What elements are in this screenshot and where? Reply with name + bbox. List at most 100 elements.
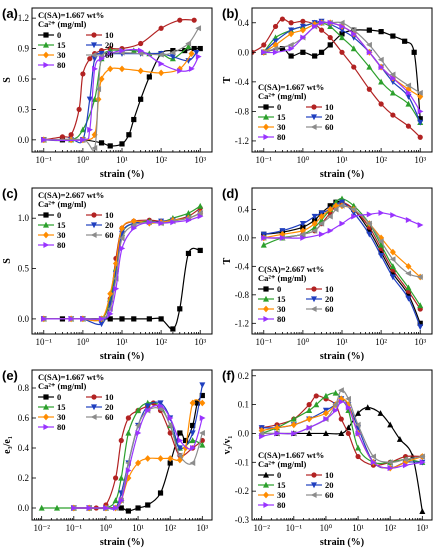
data-point-0 <box>355 410 362 416</box>
data-point-0 <box>146 316 152 322</box>
data-point-60 <box>389 71 396 78</box>
legend-label-60: 60 <box>105 412 114 422</box>
y-tick-label: 0.8 <box>18 383 30 393</box>
data-point-15 <box>118 474 125 481</box>
data-point-10 <box>355 453 361 460</box>
chart-annotation: Ca²⁺ (mg/ml) <box>38 199 87 209</box>
chart-panel-d: (d) 10⁻¹ 10⁰ 10¹ 10² 10³ 0.4 0.0 -0.4 -0.8 -1.2 str… <box>222 186 433 362</box>
y-tick-label: -0.4 <box>235 261 250 271</box>
data-point-0 <box>170 326 176 332</box>
legend-label-60: 60 <box>105 50 114 60</box>
data-point-60 <box>272 45 279 52</box>
data-point-0 <box>318 49 325 55</box>
data-point-80 <box>68 315 75 322</box>
data-point-0 <box>126 132 132 138</box>
data-point-15 <box>185 43 192 50</box>
data-point-80 <box>86 505 93 511</box>
legend-label-10: 10 <box>105 30 114 40</box>
y-tick-label: 1.2 <box>18 13 29 23</box>
y-tick-label: 0.0 <box>18 314 30 324</box>
data-point-80 <box>103 505 110 511</box>
data-point-15 <box>290 415 297 422</box>
data-point-0 <box>338 430 345 437</box>
data-point-20 <box>98 51 105 57</box>
data-point-60 <box>258 430 265 437</box>
panel-label: (f) <box>222 368 235 383</box>
data-point-30 <box>137 67 144 75</box>
chart-panel-b: (b) 10⁻¹ 10⁰ 10¹ 10² 10³ 0.4 0.0 -0.4 -0.8 -1.2 str… <box>222 6 433 180</box>
data-point-80 <box>417 222 424 229</box>
y-axis-label: v₃/v₁ <box>222 436 233 455</box>
data-point-30 <box>288 30 295 38</box>
data-point-10 <box>59 134 66 140</box>
data-point-80 <box>366 211 373 218</box>
data-point-0 <box>131 316 137 322</box>
legend-label-10: 10 <box>325 470 334 480</box>
data-point-80 <box>300 234 307 241</box>
data-point-20 <box>176 445 183 452</box>
data-point-30 <box>389 248 396 256</box>
data-point-30 <box>417 93 424 101</box>
data-point-80 <box>402 462 409 469</box>
series-line-15 <box>263 197 421 306</box>
data-point-60 <box>417 89 423 96</box>
data-point-15 <box>366 63 373 70</box>
data-point-30 <box>306 415 313 423</box>
data-point-10 <box>158 25 164 31</box>
x-tick-label: 10⁻¹ <box>256 337 273 347</box>
data-point-60 <box>417 274 423 281</box>
data-point-0 <box>167 460 173 466</box>
series-line-15 <box>43 205 201 321</box>
data-point-80 <box>405 217 412 224</box>
data-point-60 <box>370 453 376 460</box>
data-point-60 <box>176 452 183 459</box>
legend-label-20: 20 <box>325 294 334 304</box>
data-point-80 <box>107 310 114 317</box>
data-point-80 <box>390 212 397 219</box>
data-point-20 <box>169 54 176 60</box>
data-point-0 <box>306 430 313 437</box>
data-point-80 <box>119 47 126 54</box>
y-tick-label: -0.1 <box>235 457 249 467</box>
data-point-0 <box>387 421 394 428</box>
data-point-15 <box>350 45 357 52</box>
data-point-10 <box>118 437 124 444</box>
data-point-60 <box>189 460 196 466</box>
data-point-80 <box>107 50 114 57</box>
legend-label-15: 15 <box>277 294 286 304</box>
legend-marker-10 <box>91 394 97 400</box>
data-point-15 <box>185 209 192 216</box>
legend-label-20: 20 <box>105 220 114 230</box>
data-point-80 <box>167 415 174 421</box>
data-point-60 <box>350 27 357 34</box>
data-point-80 <box>80 136 87 143</box>
legend-label-80: 80 <box>277 132 286 142</box>
data-point-80 <box>199 415 206 421</box>
legend-marker-0 <box>43 32 49 38</box>
data-point-20 <box>157 400 164 407</box>
x-tick-label: 10¹ <box>352 523 364 533</box>
legend-marker-15 <box>263 295 269 302</box>
legend-marker-15 <box>43 403 49 410</box>
legend-marker-30 <box>263 491 269 499</box>
data-point-80 <box>318 19 325 26</box>
legend-marker-15 <box>263 481 269 488</box>
data-point-15 <box>135 407 142 414</box>
data-point-15 <box>405 284 412 291</box>
data-point-80 <box>261 49 267 56</box>
x-tick-label: 10² <box>155 337 167 347</box>
data-point-60 <box>199 430 205 436</box>
data-point-0 <box>135 505 141 511</box>
data-point-15 <box>417 302 424 309</box>
plot-area <box>258 387 426 514</box>
data-point-0 <box>364 404 371 411</box>
data-point-0 <box>322 430 329 437</box>
legend-label-60: 60 <box>105 230 114 240</box>
data-point-60 <box>405 82 412 89</box>
legend-label-60: 60 <box>325 304 334 314</box>
data-point-80 <box>366 49 373 56</box>
series-line-20 <box>43 52 197 144</box>
x-tick-label: 10⁰ <box>297 337 310 347</box>
series-line-80 <box>263 212 421 239</box>
